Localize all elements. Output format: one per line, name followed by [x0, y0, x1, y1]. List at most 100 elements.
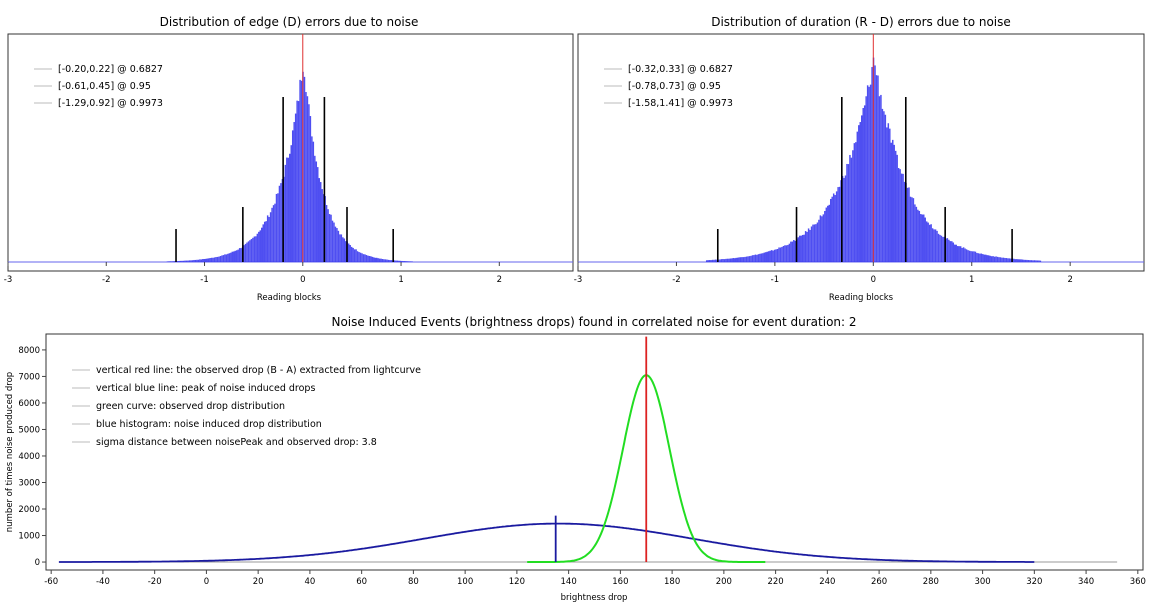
tick-label: 360: [1130, 577, 1146, 587]
tick-label: 8000: [18, 346, 40, 356]
histogram-bar: [219, 256, 222, 262]
histogram-bar: [931, 228, 934, 262]
histogram-bar: [235, 250, 238, 262]
histogram-bar: [228, 253, 231, 262]
histogram-bar: [306, 96, 309, 262]
histogram-bar: [172, 261, 175, 262]
histogram-bar: [987, 255, 990, 262]
histogram-bar: [231, 251, 234, 262]
histogram-bar: [193, 259, 195, 262]
histogram-bar: [169, 261, 172, 262]
tick-label: -2: [672, 275, 680, 285]
histogram-bar: [345, 241, 347, 262]
legend-entry: vertical blue line: peak of noise induce…: [96, 383, 315, 394]
histogram-bar: [831, 196, 833, 262]
histogram-bar: [959, 246, 962, 262]
histogram-bar: [213, 257, 216, 262]
x-axis-ticks: -60 -40 -20 0 20 40 60 80 100 120 140 160 180 200 220 2…: [44, 570, 1146, 587]
legend-entry: blue histogram: noise induced drop distr…: [96, 419, 322, 430]
histogram-bar: [190, 260, 192, 262]
histogram-bar: [809, 229, 811, 262]
histogram-bar: [986, 255, 988, 262]
histogram-bar: [818, 219, 820, 262]
histogram-bar: [263, 221, 266, 262]
histogram-bar: [405, 261, 407, 262]
histogram-bar: [762, 253, 764, 262]
histogram-bar: [256, 233, 259, 262]
tick-label: 320: [1026, 577, 1042, 587]
histogram-bar: [297, 101, 300, 263]
histogram-bar: [209, 258, 211, 262]
tick-label: 2: [1067, 275, 1072, 285]
histogram-bar: [856, 131, 859, 262]
histogram-bar: [998, 257, 1000, 262]
histogram-bar: [968, 250, 971, 262]
histogram-bar: [362, 254, 365, 262]
histogram-bar: [769, 250, 771, 262]
histogram-bar: [714, 259, 717, 262]
histogram-bar: [767, 251, 770, 262]
histogram-bar: [915, 206, 918, 262]
histogram-bar: [803, 234, 805, 262]
legend-entry: sigma distance between noisePeak and obs…: [96, 437, 377, 448]
histogram-bar: [853, 143, 856, 262]
histogram-bar: [726, 258, 729, 262]
histogram-bar: [194, 259, 197, 262]
histogram-bar: [370, 256, 372, 262]
histogram-bar: [1018, 259, 1021, 262]
legend-entry: green curve: observed drop distribution: [96, 401, 285, 412]
histogram-bar: [942, 236, 944, 262]
histogram-bar: [973, 251, 975, 262]
histogram-bar: [347, 243, 350, 262]
histogram-bar: [750, 255, 752, 262]
histogram-bar: [181, 260, 183, 262]
legend-entry: [-0.32,0.33] @ 0.6827: [628, 64, 733, 75]
histogram-bar: [225, 254, 228, 262]
histogram-bar: [880, 94, 882, 263]
histogram-bar: [827, 205, 829, 262]
noise-events-chart: Noise Induced Events (brightness drops) …: [5, 315, 1146, 603]
histogram-bar: [171, 261, 173, 262]
histogram-bar: [890, 142, 893, 262]
legend: [-0.32,0.33] @ 0.6827 [-0.78,0.73] @ 0.95…: [604, 64, 733, 109]
histogram-bar: [958, 246, 960, 262]
histogram-bar: [760, 253, 763, 262]
histogram-bar: [930, 224, 932, 262]
histogram-bar: [383, 259, 385, 262]
histogram-bar: [745, 256, 748, 262]
histogram-bar: [847, 164, 850, 262]
histogram-bar: [378, 258, 381, 262]
histogram-bar: [748, 256, 751, 262]
histogram-bar: [770, 250, 773, 262]
histogram-bar: [862, 107, 864, 262]
histogram-bar: [999, 257, 1002, 262]
histogram-bar: [244, 243, 247, 262]
legend-entry: [-0.78,0.73] @ 0.95: [628, 81, 721, 92]
histogram-bar: [253, 236, 256, 262]
histogram-bar: [989, 255, 991, 262]
histogram-bar: [380, 258, 382, 262]
histogram-bar: [906, 187, 909, 262]
histogram-bar: [294, 113, 297, 263]
histogram-bar: [835, 191, 838, 262]
tick-label: 6000: [18, 399, 40, 409]
histogram-bar: [832, 193, 835, 262]
tick-label: 1: [398, 275, 403, 285]
histogram-bar: [899, 169, 901, 262]
histogram-bar: [321, 189, 323, 262]
histogram-bar: [296, 100, 298, 262]
tick-label: 280: [923, 577, 939, 587]
histogram-bar: [883, 111, 885, 262]
histogram-bar: [868, 86, 870, 262]
chart-title: Noise Induced Events (brightness drops) …: [331, 315, 856, 329]
histogram-bar: [713, 259, 715, 262]
histogram-bar: [923, 214, 925, 262]
histogram-bar: [327, 209, 329, 262]
histogram-bar: [359, 252, 362, 262]
histogram-bar: [720, 259, 723, 262]
histogram-bar: [747, 256, 749, 262]
chart-title: Distribution of edge (D) errors due to n…: [160, 15, 419, 29]
histogram-bar: [339, 234, 341, 262]
histogram-bar: [399, 260, 402, 262]
histogram-bar: [798, 235, 801, 262]
